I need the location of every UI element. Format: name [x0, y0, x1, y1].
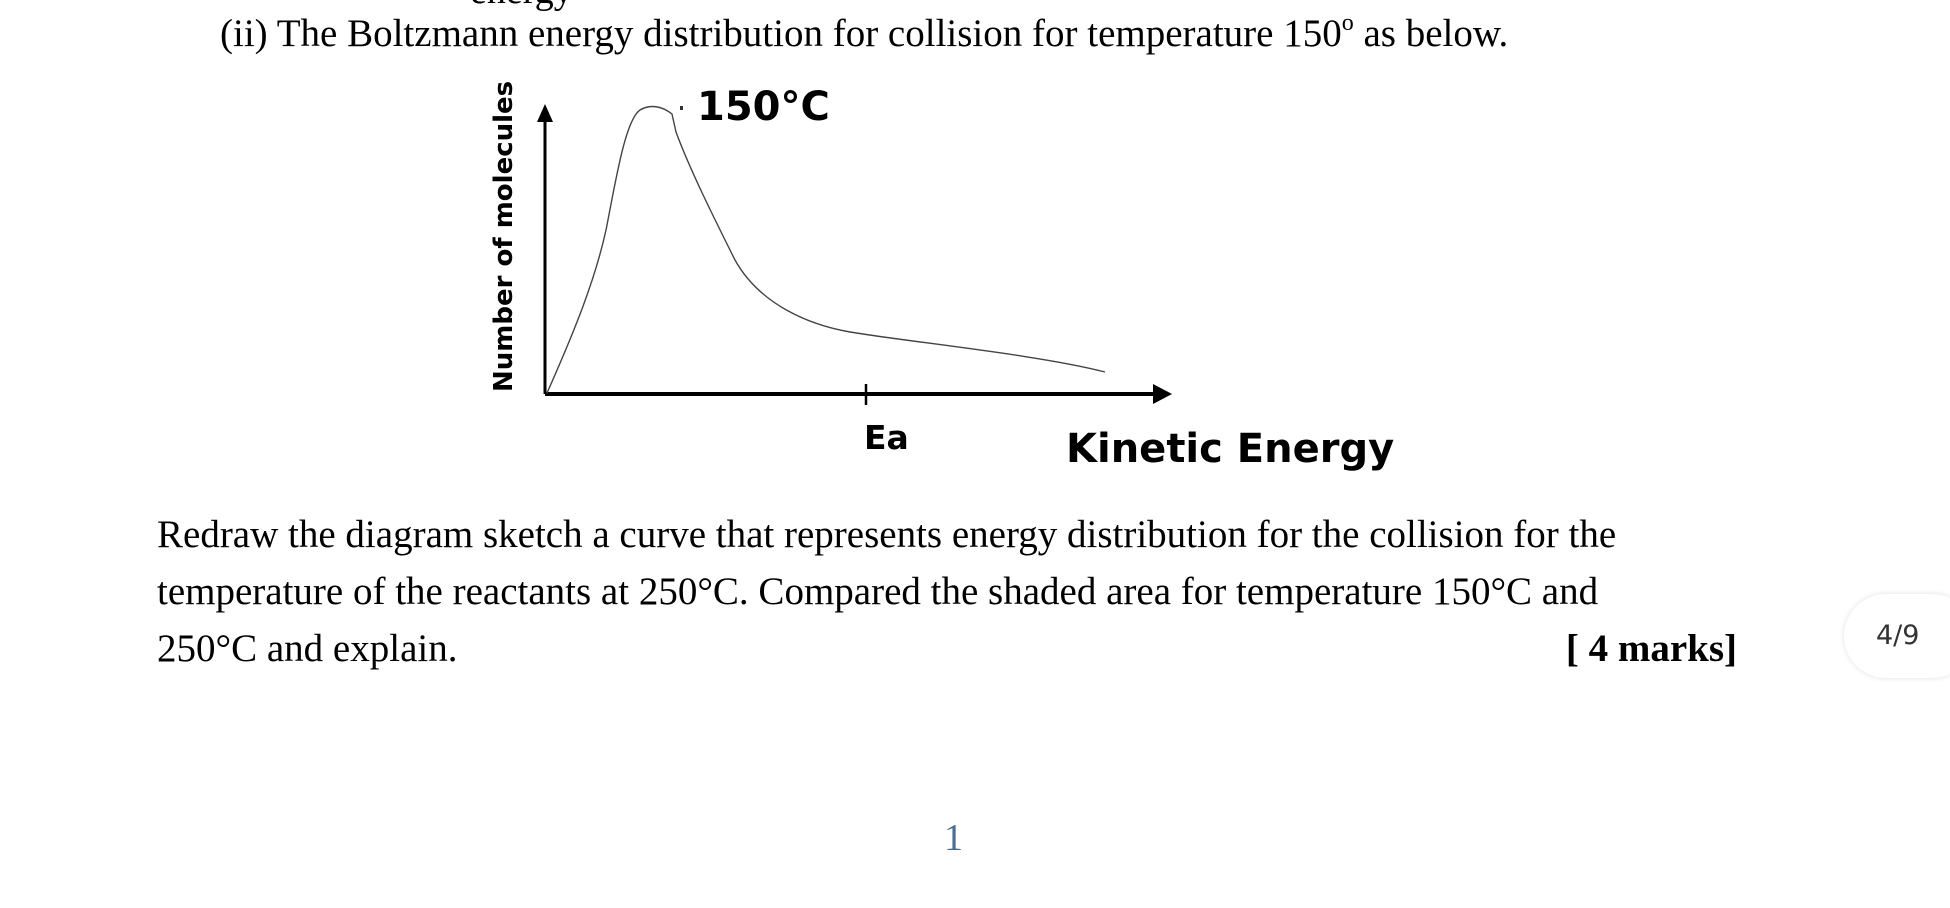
- x-axis-label: Kinetic Energy: [1066, 426, 1394, 472]
- degree-superscript: o: [1341, 10, 1354, 36]
- y-axis-label: Number of molecules: [489, 81, 519, 392]
- instruction-line-2: temperature of the reactants at 250°C. C…: [157, 570, 1599, 613]
- instruction-line-1: Redraw the diagram sketch a curve that r…: [157, 513, 1617, 556]
- instructions-text: Redraw the diagram sketch a curve that r…: [157, 506, 1737, 677]
- x-axis-arrowhead: [1153, 384, 1172, 404]
- curve-label: 150°C: [697, 84, 830, 130]
- page-number: 1: [944, 817, 963, 859]
- curve-marker-dot: [680, 106, 683, 110]
- ea-label: Ea: [864, 418, 909, 457]
- instruction-line-3-text: 250°C and explain.: [157, 627, 458, 670]
- marks-label: [ 4 marks]: [1565, 627, 1737, 670]
- page-indicator[interactable]: 4/9: [1844, 594, 1950, 678]
- question-prefix: (ii) The Boltzmann energy distribution f…: [220, 12, 1342, 55]
- y-axis-arrowhead: [537, 104, 553, 122]
- instruction-line-3: 250°C and explain. [ 4 marks]: [157, 620, 1737, 677]
- distribution-curve-150c: [546, 105, 1106, 394]
- question-text: (ii) The Boltzmann energy distribution f…: [220, 10, 1508, 58]
- question-suffix: as below.: [1353, 12, 1509, 55]
- boltzmann-diagram: 150°C Number of molecules Ea Kinetic Ene…: [489, 81, 1394, 472]
- cut-off-text: energy: [470, 0, 573, 13]
